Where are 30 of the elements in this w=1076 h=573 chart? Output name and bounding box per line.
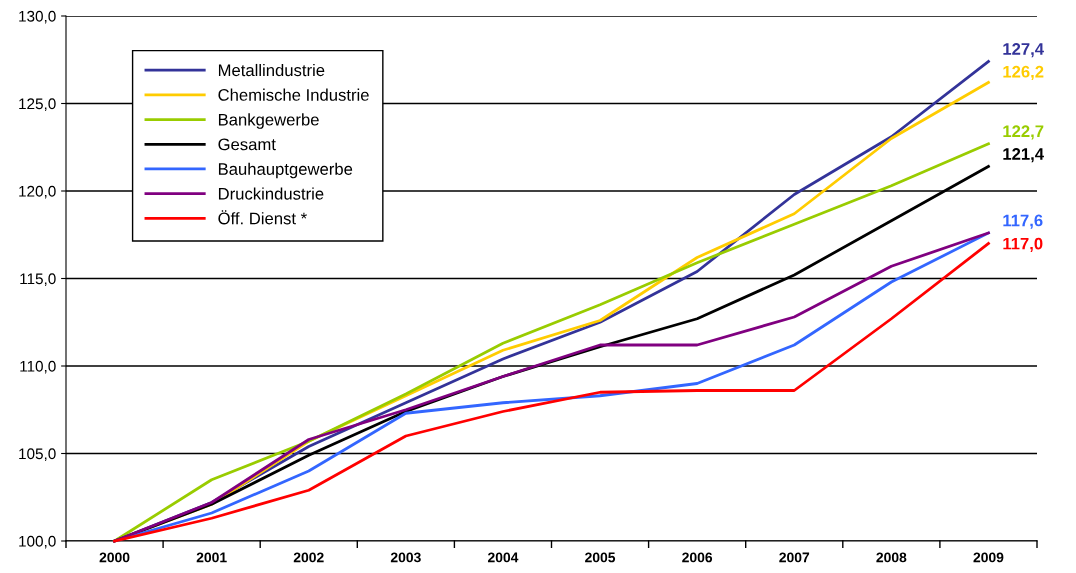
x-tick-label: 2001 bbox=[196, 552, 227, 563]
legend-label: Bankgewerbe bbox=[218, 113, 319, 129]
legend-label: Bauhauptgewerbe bbox=[218, 162, 353, 179]
x-tick-label: 2007 bbox=[779, 552, 810, 563]
data-label: 121,4 bbox=[1003, 148, 1044, 163]
y-tick-label: 120,0 bbox=[19, 185, 56, 199]
legend-label: Metallindustrie bbox=[218, 63, 325, 77]
x-tick-label: 2004 bbox=[487, 552, 519, 563]
x-tick-label: 2000 bbox=[99, 552, 130, 563]
legend-label: Chemische Industrie bbox=[218, 88, 369, 101]
x-tick-label: 2008 bbox=[876, 552, 907, 563]
x-tick-label: 2003 bbox=[390, 552, 421, 563]
y-tick-label: 115,0 bbox=[20, 273, 56, 286]
y-tick-label: 130,0 bbox=[19, 10, 56, 24]
data-label: 117,6 bbox=[1003, 214, 1043, 229]
x-tick-label: 2005 bbox=[585, 552, 616, 563]
data-label: 117,0 bbox=[1003, 237, 1043, 252]
data-label: 127,4 bbox=[1003, 43, 1044, 58]
legend-label: Gesamt bbox=[218, 138, 276, 151]
x-tick-label: 2006 bbox=[682, 552, 713, 563]
y-tick-label: 105,0 bbox=[19, 448, 56, 461]
legend-label: Druckindustrie bbox=[218, 187, 324, 200]
data-label: 122,7 bbox=[1003, 125, 1044, 140]
x-tick-label: 2002 bbox=[293, 552, 324, 563]
y-tick-label: 100,0 bbox=[19, 535, 56, 549]
legend-label: Öff. Dienst * bbox=[218, 210, 307, 225]
y-tick-label: 125,0 bbox=[19, 98, 56, 111]
x-tick-label: 2009 bbox=[973, 552, 1004, 563]
data-label: 126,2 bbox=[1003, 65, 1044, 81]
y-tick-label: 110,0 bbox=[20, 360, 56, 374]
